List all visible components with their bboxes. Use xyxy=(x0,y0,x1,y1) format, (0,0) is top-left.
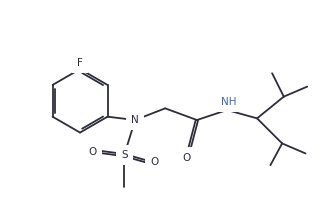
Text: NH: NH xyxy=(221,97,236,107)
Text: O: O xyxy=(89,147,97,157)
Text: F: F xyxy=(77,58,83,68)
Text: O: O xyxy=(150,157,159,167)
Text: S: S xyxy=(121,150,128,160)
Text: O: O xyxy=(183,153,191,163)
Text: N: N xyxy=(131,115,139,125)
